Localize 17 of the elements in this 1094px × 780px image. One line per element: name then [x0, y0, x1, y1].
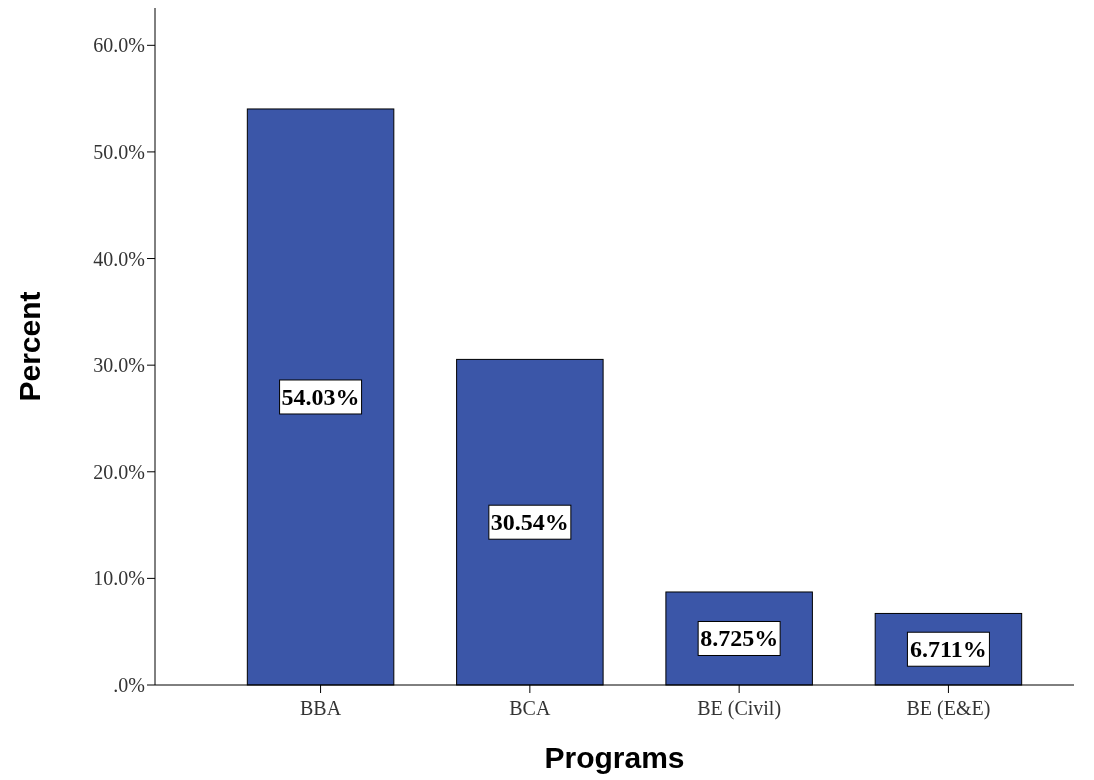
data-label: 54.03%: [281, 383, 360, 410]
y-axis-title: Percent: [13, 291, 46, 402]
x-tick-label: BCA: [509, 697, 551, 719]
data-label: 8.725%: [700, 625, 779, 652]
y-tick-label: 30.0%: [93, 354, 145, 377]
x-tick-label: BE (E&E): [906, 697, 991, 720]
x-axis-title: Programs: [544, 741, 685, 774]
y-tick-label: 50.0%: [93, 140, 145, 163]
data-label: 30.54%: [490, 509, 569, 536]
y-tick-label: 60.0%: [93, 34, 145, 57]
y-tick-label: .0%: [113, 674, 145, 696]
x-tick-label: BBA: [300, 697, 342, 719]
y-tick-label: 20.0%: [93, 460, 145, 483]
y-tick-label: 10.0%: [93, 567, 145, 590]
y-tick-label: 40.0%: [93, 247, 145, 270]
x-tick-label: BE (Civil): [697, 697, 782, 720]
data-label: 6.711%: [910, 636, 987, 663]
